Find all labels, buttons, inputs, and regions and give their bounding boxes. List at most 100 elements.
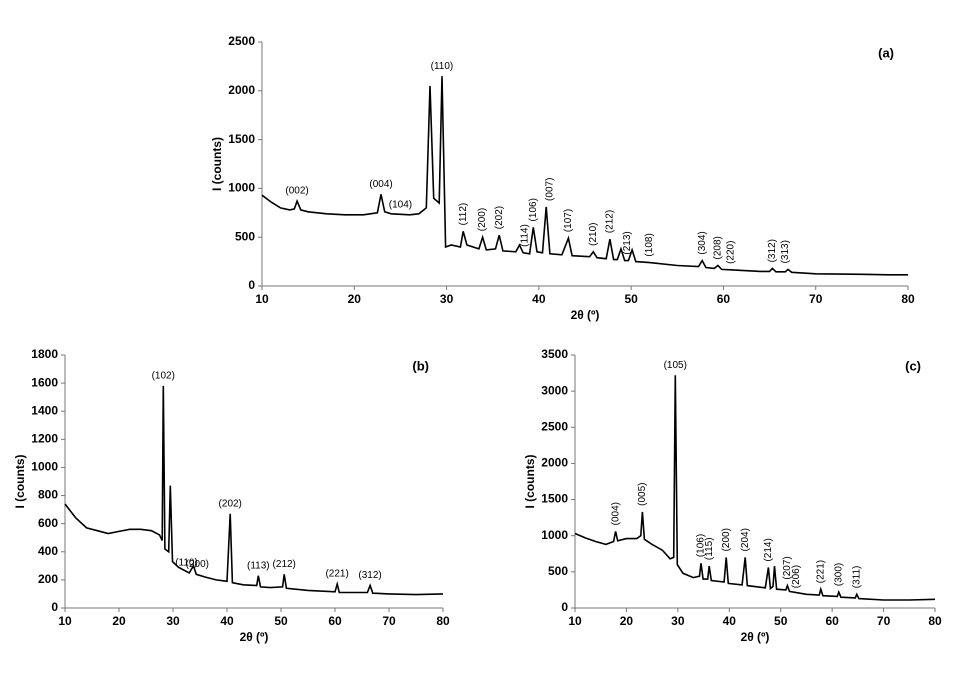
x-tick-label: 30 bbox=[166, 614, 180, 628]
y-axis-label: I (counts) bbox=[13, 455, 27, 509]
peak-label: (208) bbox=[713, 236, 724, 259]
x-tick-label: 50 bbox=[624, 292, 638, 306]
peak-label: (202) bbox=[494, 206, 505, 229]
peak-label: (106) bbox=[528, 198, 539, 221]
peak-label: (206) bbox=[791, 565, 802, 588]
x-tick-label: 10 bbox=[255, 292, 269, 306]
peak-label: (005) bbox=[637, 483, 648, 506]
y-tick-label: 500 bbox=[235, 229, 255, 243]
peak-label: (108) bbox=[644, 233, 655, 256]
peak-label: (004) bbox=[610, 502, 621, 525]
x-axis-label: 2θ (º) bbox=[571, 308, 600, 322]
x-tick-label: 40 bbox=[723, 614, 737, 628]
x-axis-label: 2θ (º) bbox=[240, 630, 269, 644]
y-tick-label: 3500 bbox=[541, 347, 568, 361]
y-tick-label: 1500 bbox=[541, 492, 568, 506]
x-tick-label: 70 bbox=[877, 614, 891, 628]
peak-label: (113) bbox=[247, 560, 270, 571]
peak-label: (212) bbox=[605, 210, 616, 233]
y-tick-label: 600 bbox=[38, 516, 58, 530]
peak-label: (007) bbox=[545, 178, 556, 201]
panel-label: (a) bbox=[878, 45, 894, 60]
y-tick-label: 2000 bbox=[228, 83, 255, 97]
peak-label: (200) bbox=[721, 528, 732, 551]
y-tick-label: 400 bbox=[38, 544, 58, 558]
x-tick-label: 80 bbox=[436, 614, 450, 628]
peak-label: (202) bbox=[219, 498, 242, 509]
y-tick-label: 200 bbox=[38, 572, 58, 586]
x-tick-label: 30 bbox=[440, 292, 454, 306]
x-tick-label: 70 bbox=[809, 292, 823, 306]
y-tick-label: 2000 bbox=[541, 456, 568, 470]
panel-label: (c) bbox=[905, 358, 921, 373]
y-tick-label: 0 bbox=[248, 278, 255, 292]
peak-label: (313) bbox=[780, 240, 791, 263]
peak-label: (004) bbox=[369, 179, 392, 190]
x-tick-label: 20 bbox=[620, 614, 634, 628]
pattern-line bbox=[574, 375, 936, 601]
x-tick-label: 50 bbox=[274, 614, 288, 628]
x-tick-label: 10 bbox=[568, 614, 582, 628]
x-tick-label: 30 bbox=[671, 614, 685, 628]
x-tick-label: 60 bbox=[328, 614, 342, 628]
peak-label: (304) bbox=[697, 231, 708, 254]
peak-label: (002) bbox=[285, 186, 308, 197]
x-tick-label: 40 bbox=[220, 614, 234, 628]
x-tick-label: 80 bbox=[928, 614, 942, 628]
y-tick-label: 2500 bbox=[228, 34, 255, 48]
peak-label: (200) bbox=[477, 208, 488, 231]
x-tick-label: 50 bbox=[774, 614, 788, 628]
x-tick-label: 20 bbox=[348, 292, 362, 306]
y-tick-label: 1200 bbox=[31, 432, 58, 446]
y-tick-label: 500 bbox=[548, 564, 568, 578]
peak-label: (214) bbox=[763, 538, 774, 561]
y-tick-label: 1000 bbox=[228, 181, 255, 195]
y-tick-label: 1600 bbox=[31, 375, 58, 389]
x-tick-label: 80 bbox=[901, 292, 915, 306]
peak-label: (213) bbox=[622, 231, 633, 254]
y-tick-label: 3000 bbox=[541, 383, 568, 397]
peak-label: (112) bbox=[458, 203, 469, 226]
y-tick-label: 1000 bbox=[541, 528, 568, 542]
x-tick-label: 10 bbox=[58, 614, 72, 628]
y-tick-label: 1500 bbox=[228, 132, 255, 146]
x-tick-label: 20 bbox=[112, 614, 126, 628]
peak-label: (300) bbox=[833, 563, 844, 586]
y-axis-label: I (counts) bbox=[210, 137, 224, 191]
y-tick-label: 0 bbox=[561, 600, 568, 614]
y-tick-label: 1800 bbox=[31, 347, 58, 361]
pattern-line bbox=[261, 76, 908, 276]
peak-label: (110) bbox=[175, 558, 198, 569]
peak-label: (312) bbox=[767, 239, 778, 262]
y-tick-label: 800 bbox=[38, 488, 58, 502]
x-tick-label: 40 bbox=[532, 292, 546, 306]
x-tick-label: 60 bbox=[717, 292, 731, 306]
x-tick-label: 60 bbox=[825, 614, 839, 628]
y-axis-label: I (counts) bbox=[523, 455, 537, 509]
peak-label: (311) bbox=[851, 566, 862, 589]
peak-label: (312) bbox=[358, 570, 381, 581]
peak-label: (207) bbox=[782, 556, 793, 579]
peak-label: (200) bbox=[186, 559, 209, 570]
peak-label: (107) bbox=[563, 209, 574, 232]
peak-label: (221) bbox=[815, 560, 826, 583]
y-tick-label: 2500 bbox=[541, 419, 568, 433]
peak-label: (102) bbox=[152, 371, 175, 382]
peak-label: (110) bbox=[431, 61, 454, 72]
x-axis-label: 2θ (º) bbox=[741, 630, 770, 644]
y-tick-label: 1400 bbox=[31, 403, 58, 417]
peak-label: (104) bbox=[389, 199, 412, 210]
y-tick-label: 0 bbox=[51, 600, 58, 614]
y-tick-label: 1000 bbox=[31, 460, 58, 474]
peak-label: (212) bbox=[273, 559, 296, 570]
peak-label: (221) bbox=[325, 569, 348, 580]
peak-label: (204) bbox=[740, 528, 751, 551]
peak-label: (210) bbox=[588, 222, 599, 245]
peak-label: (115) bbox=[704, 537, 715, 560]
panel-label: (b) bbox=[412, 358, 429, 373]
peak-label: (114) bbox=[520, 224, 531, 247]
peak-label: (105) bbox=[664, 360, 687, 371]
peak-label: (220) bbox=[725, 241, 736, 264]
x-tick-label: 70 bbox=[382, 614, 396, 628]
